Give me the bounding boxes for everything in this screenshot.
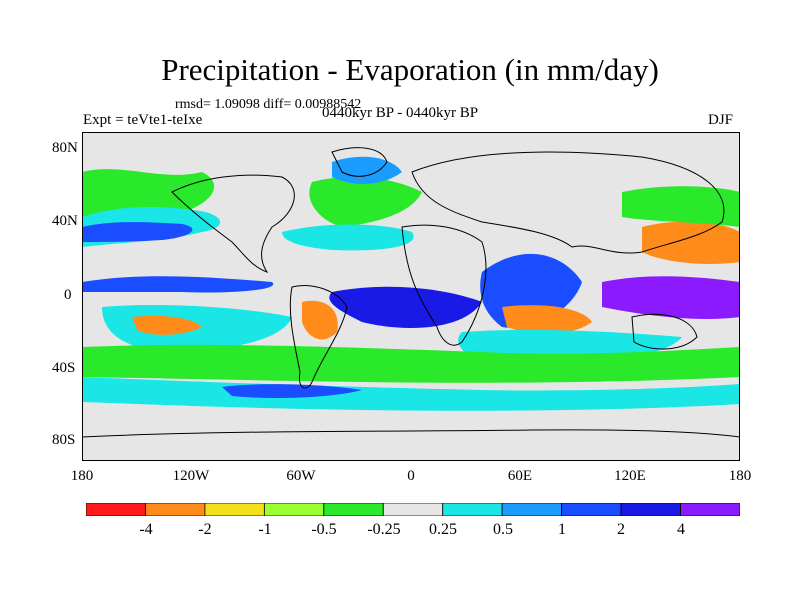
- lat-label: 0: [64, 287, 72, 303]
- coast-australia: [631, 313, 698, 350]
- colorbar-label: 0.25: [429, 521, 457, 538]
- colorbar-segment: [86, 503, 146, 516]
- field-atlantic-itcz-blue: [329, 286, 482, 328]
- field-maritime-purple: [602, 276, 740, 319]
- coast-eurasia: [411, 151, 725, 254]
- colorbar-segment: [442, 503, 503, 516]
- colorbar-label: 4: [677, 521, 685, 538]
- map-frame: [82, 132, 740, 461]
- lat-label: 40N: [52, 213, 78, 229]
- lon-label: 120W: [172, 468, 210, 484]
- colorbar-segment: [323, 503, 384, 516]
- colorbar-label: -2: [198, 521, 212, 538]
- coast-africa: [401, 224, 487, 346]
- rmsd-diff-stats: rmsd= 1.09098 diff= 0.00988542: [175, 97, 362, 112]
- field-southern-ocean-green: [82, 344, 740, 383]
- colorbar-label: -0.25: [367, 521, 401, 538]
- colorbar-label: 2: [617, 521, 625, 538]
- colorbar-label: -0.5: [311, 521, 337, 538]
- lon-label: 60W: [286, 468, 316, 484]
- colorbar-segment: [263, 503, 325, 516]
- coast-north-america: [171, 174, 295, 273]
- colorbar-segment: [145, 503, 206, 516]
- colorbar: [86, 503, 740, 516]
- colorbar-segment: [680, 503, 740, 516]
- coastline-layer: [82, 147, 740, 438]
- field-south-america-orange: [302, 300, 338, 340]
- colorbar-segment: [620, 503, 681, 516]
- season-label: DJF: [708, 112, 734, 128]
- coast-antarctica: [82, 429, 740, 438]
- lon-label: 180: [728, 468, 752, 484]
- map-title: Precipitation - Evaporation (in mm/day): [161, 52, 659, 87]
- lon-label: 180: [70, 468, 94, 484]
- lon-label: 60E: [507, 468, 533, 484]
- colorbar-segment: [204, 503, 265, 516]
- lat-label: 80N: [52, 140, 78, 156]
- lat-label: 40S: [52, 360, 76, 376]
- lat-label: 80S: [52, 432, 76, 448]
- colorbar-label: 0.5: [493, 521, 513, 538]
- colorbar-label: 1: [558, 521, 566, 538]
- colorbar-label: -4: [139, 521, 153, 538]
- colorbar-label: -1: [258, 521, 272, 538]
- field-pacific-north-blue: [82, 222, 193, 242]
- field-atlantic-north-green: [309, 176, 422, 227]
- field-pacific-itcz-blue: [82, 276, 274, 293]
- field-west-pacific-orange: [642, 221, 740, 264]
- lon-label: 0: [407, 468, 415, 484]
- pe-field-layer: [82, 156, 740, 411]
- field-southern-ocean-blue: [222, 384, 362, 398]
- lon-label: 120E: [614, 468, 646, 484]
- colorbar-segment: [501, 503, 563, 516]
- field-west-pacific-green: [622, 186, 740, 227]
- coast-south-america: [289, 285, 348, 389]
- field-south-pacific-orange: [132, 315, 202, 335]
- colorbar-segment: [382, 503, 444, 516]
- coast-greenland: [331, 147, 388, 177]
- experiment-label: Expt = teVte1-teIxe: [83, 112, 203, 128]
- field-north-atlantic-blue: [332, 156, 402, 184]
- pe-map: [82, 132, 740, 461]
- field-south-indian-orange: [502, 305, 592, 334]
- period-label: 0440kyr BP - 0440kyr BP: [322, 105, 479, 121]
- field-atlantic-north-cyan: [282, 224, 414, 251]
- colorbar-segment: [561, 503, 622, 516]
